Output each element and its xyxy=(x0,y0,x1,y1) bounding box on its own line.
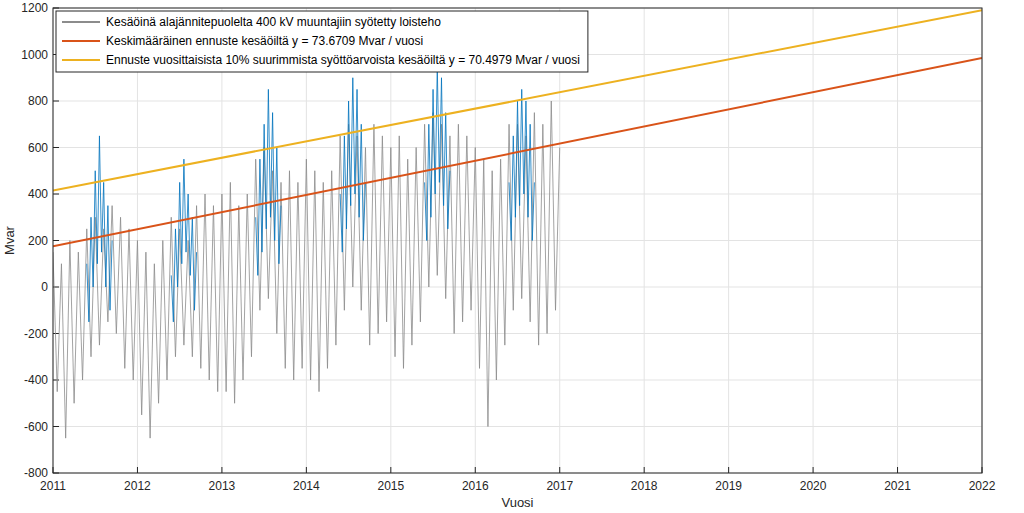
chart: 2011 2012 2013 2014 2015 2016 2017 2018 2019 2020… xyxy=(0,0,1024,513)
tick-label: 2014 xyxy=(293,479,320,493)
tick-label: 0 xyxy=(41,280,48,294)
tick-label: 200 xyxy=(28,234,48,248)
tick xyxy=(306,467,307,473)
tick-label: -200 xyxy=(24,327,48,341)
tick xyxy=(559,467,560,473)
legend-label: Keskimääräinen ennuste kesäöiltä y = 73.… xyxy=(106,34,423,48)
series-line xyxy=(53,58,982,246)
grid-line xyxy=(53,426,982,427)
legend-label: Ennuste vuosittaisista 10% suurimmista s… xyxy=(106,53,580,67)
legend-box xyxy=(56,11,588,72)
legend: Kesäöinä alajännitepuolelta 400 kV muunt… xyxy=(56,11,588,72)
grid-line xyxy=(53,380,982,381)
tick-label: 2020 xyxy=(800,479,827,493)
tick-label: 1000 xyxy=(21,48,48,62)
tick xyxy=(475,467,476,473)
plot-area xyxy=(53,8,982,473)
series-group xyxy=(53,10,982,438)
y-axis-label: Mvar xyxy=(2,225,17,255)
tick-label: 2018 xyxy=(631,479,658,493)
tick-label: -800 xyxy=(24,466,48,480)
axes: 2011 2012 2013 2014 2015 2016 2017 2018 2019 2020… xyxy=(21,1,995,493)
tick-label: 2012 xyxy=(124,479,151,493)
tick-label: 2016 xyxy=(462,479,489,493)
tick xyxy=(53,147,59,148)
tick xyxy=(137,467,138,473)
tick xyxy=(53,194,59,195)
tick-label: 800 xyxy=(28,94,48,108)
grid-line xyxy=(53,194,982,195)
tick-label: 2013 xyxy=(209,479,236,493)
legend-swatch xyxy=(62,59,100,61)
x-axis-label: Vuosi xyxy=(501,495,533,510)
tick-label: 2015 xyxy=(377,479,404,493)
tick-label: -400 xyxy=(24,373,48,387)
frame xyxy=(53,8,982,473)
tick xyxy=(53,240,59,241)
tick xyxy=(813,467,814,473)
tick-label: 1200 xyxy=(21,1,48,15)
series-line xyxy=(53,101,560,438)
grid-line xyxy=(53,287,982,288)
tick-label: 2022 xyxy=(969,479,996,493)
tick-label: 400 xyxy=(28,187,48,201)
tick xyxy=(390,467,391,473)
tick-label: 2021 xyxy=(884,479,911,493)
tick xyxy=(728,467,729,473)
tick xyxy=(53,101,59,102)
tick-label: 2011 xyxy=(40,479,66,493)
background xyxy=(0,0,1024,513)
tick-label: 600 xyxy=(28,141,48,155)
tick xyxy=(53,333,59,334)
legend-label: Kesäöinä alajännitepuolelta 400 kV muunt… xyxy=(106,15,441,29)
grid-line xyxy=(53,333,982,334)
tick-label: 2019 xyxy=(715,479,742,493)
grid-line xyxy=(53,147,982,148)
tick xyxy=(53,380,59,381)
grid xyxy=(53,8,982,473)
tick xyxy=(644,467,645,473)
grid-line xyxy=(53,240,982,241)
legend-swatch xyxy=(62,40,100,42)
tick xyxy=(897,467,898,473)
series-line xyxy=(53,10,982,190)
legend-swatch xyxy=(62,21,100,23)
tick xyxy=(221,467,222,473)
tick-label: 2017 xyxy=(546,479,573,493)
tick-label: -600 xyxy=(24,420,48,434)
tick xyxy=(53,426,59,427)
